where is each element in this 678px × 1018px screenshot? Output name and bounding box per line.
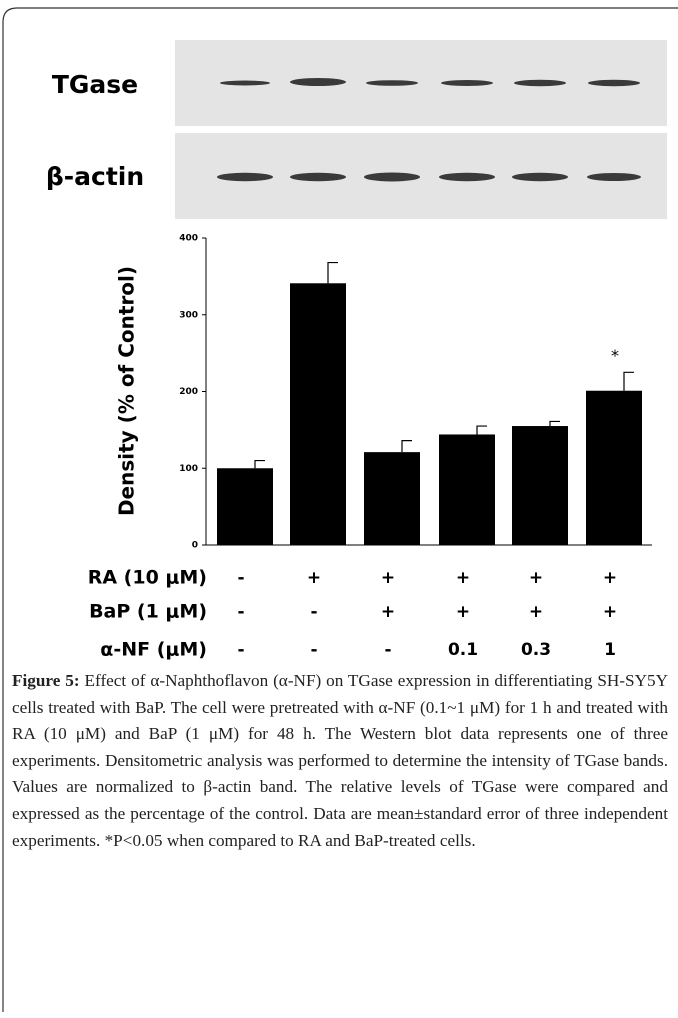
treatment-value: - <box>237 568 244 588</box>
treatment-label: RA (10 μM) <box>88 567 207 589</box>
error-bar <box>624 372 634 390</box>
bar <box>586 391 642 545</box>
error-bar <box>402 441 412 453</box>
error-bar <box>477 426 487 434</box>
treatment-value: + <box>381 602 395 622</box>
treatment-label: BaP (1 μM) <box>89 601 207 623</box>
treatment-value: 0.3 <box>521 640 551 660</box>
treatment-value: + <box>529 602 543 622</box>
treatment-value: + <box>603 602 617 622</box>
treatment-value: 1 <box>604 640 616 660</box>
caption: Figure 5: Effect of α-Naphthoflavon (α-N… <box>12 668 668 854</box>
treatment-value: + <box>381 568 395 588</box>
blot-label: β-actin <box>46 162 144 191</box>
blot-label: TGase <box>52 70 138 99</box>
page: {"blot": {"labels": ["TGase", "β-actin"]… <box>0 0 678 1018</box>
error-bar <box>550 421 560 426</box>
bar <box>217 468 273 545</box>
bar <box>512 426 568 545</box>
y-tick-label: 400 <box>179 234 198 244</box>
y-tick-label: 200 <box>179 387 198 397</box>
caption-label: Figure 5: <box>12 671 80 690</box>
treatment-value: + <box>456 568 470 588</box>
treatment-label: α-NF (μM) <box>100 639 207 661</box>
treatment-value: + <box>529 568 543 588</box>
bar <box>439 434 495 545</box>
treatment-value: + <box>603 568 617 588</box>
treatment-value: - <box>310 640 317 660</box>
treatment-value: - <box>384 640 391 660</box>
error-bar <box>328 263 338 284</box>
annotation: * <box>611 346 619 365</box>
y-tick-label: 300 <box>179 310 198 320</box>
y-tick-label: 100 <box>179 464 198 474</box>
error-bar <box>255 461 265 469</box>
treatment-value: - <box>237 602 244 622</box>
caption-text: Effect of α-Naphthoflavon (α-NF) on TGas… <box>12 671 668 850</box>
treatment-value: + <box>307 568 321 588</box>
y-axis-label: Density (% of Control) <box>115 266 139 516</box>
treatment-value: - <box>237 640 244 660</box>
treatment-value: + <box>456 602 470 622</box>
figure: TGase β-actin Density (% of Control) 010… <box>0 0 678 1018</box>
bar <box>364 452 420 545</box>
y-tick-label: 0 <box>192 541 198 551</box>
treatment-value: 0.1 <box>448 640 478 660</box>
bar <box>290 283 346 545</box>
treatment-value: - <box>310 602 317 622</box>
